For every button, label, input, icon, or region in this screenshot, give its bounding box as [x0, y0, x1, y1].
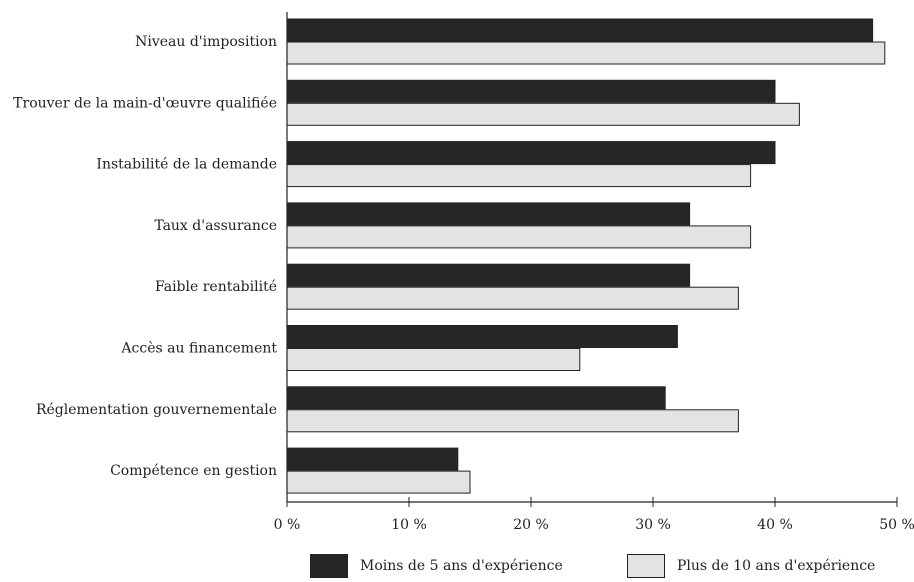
bar-series-1-cat-5 — [286, 263, 691, 287]
category-label: Taux d'assurance — [154, 218, 277, 234]
bar-series-2-cat-3 — [286, 164, 752, 188]
category-label: Accès au financement — [120, 341, 277, 357]
bar-series-2-cat-8 — [286, 470, 471, 494]
x-tick-label: 0 % — [274, 517, 301, 533]
x-tick-label: 40 % — [757, 517, 793, 533]
bar-series-1-cat-7 — [286, 386, 666, 410]
bar-series-2-cat-5 — [286, 286, 739, 310]
x-tick-label: 20 % — [513, 517, 549, 533]
x-tick-label: 50 % — [879, 517, 914, 533]
bar-series-2-cat-4 — [286, 225, 752, 249]
category-label: Réglementation gouvernementale — [36, 402, 277, 418]
x-tick-label: 30 % — [635, 517, 671, 533]
category-label: Niveau d'imposition — [135, 34, 277, 50]
bar-series-1-cat-2 — [286, 79, 776, 103]
axes-group: 0 % 10 % 20 % 30 % 40 % 50 % — [274, 12, 914, 533]
bar-series-2-cat-6 — [286, 348, 581, 371]
bars-group — [286, 18, 886, 494]
category-labels-group: Niveau d'imposition Trouver de la main-d'… — [13, 34, 277, 479]
bar-series-1-cat-8 — [286, 447, 459, 471]
category-label: Trouver de la main-d'œuvre qualifiée — [13, 95, 277, 111]
bar-series-1-cat-4 — [286, 202, 691, 226]
category-label: Compétence en gestion — [110, 463, 277, 479]
bar-series-1-cat-3 — [286, 141, 776, 165]
bar-series-1-cat-1 — [286, 18, 874, 42]
bar-series-2-cat-2 — [286, 102, 800, 126]
category-label: Instabilité de la demande — [96, 157, 277, 173]
category-label: Faible rentabilité — [155, 279, 277, 295]
bar-series-2-cat-1 — [286, 41, 886, 65]
bar-series-2-cat-7 — [286, 409, 739, 433]
x-tick-label: 10 % — [391, 517, 427, 533]
bar-series-1-cat-6 — [286, 325, 678, 348]
